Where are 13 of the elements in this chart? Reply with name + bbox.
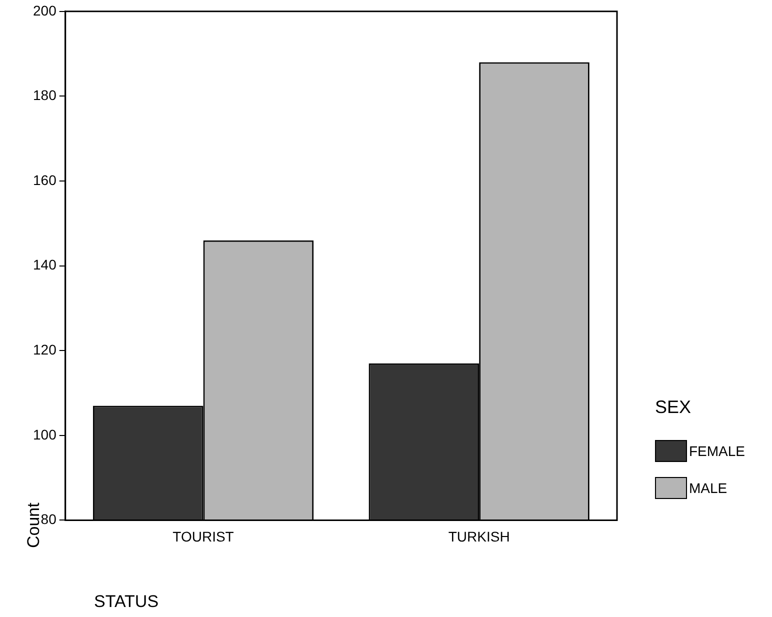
y-tick-label: 200: [33, 2, 57, 18]
y-tick-label: 100: [33, 426, 57, 442]
x-tick-label: TURKISH: [448, 528, 510, 544]
y-tick-label: 80: [40, 511, 57, 528]
x-axis-title: STATUS: [94, 592, 159, 612]
x-tick-label: TOURIST: [172, 528, 234, 544]
legend-title: SEX: [655, 397, 692, 418]
y-tick-label: 140: [33, 256, 57, 273]
legend-label: FEMALE: [689, 443, 746, 459]
y-tick-label: 180: [33, 87, 57, 104]
y-tick-label: 160: [33, 172, 57, 188]
legend-label: MALE: [689, 480, 728, 496]
y-tick-label: 120: [33, 341, 57, 358]
